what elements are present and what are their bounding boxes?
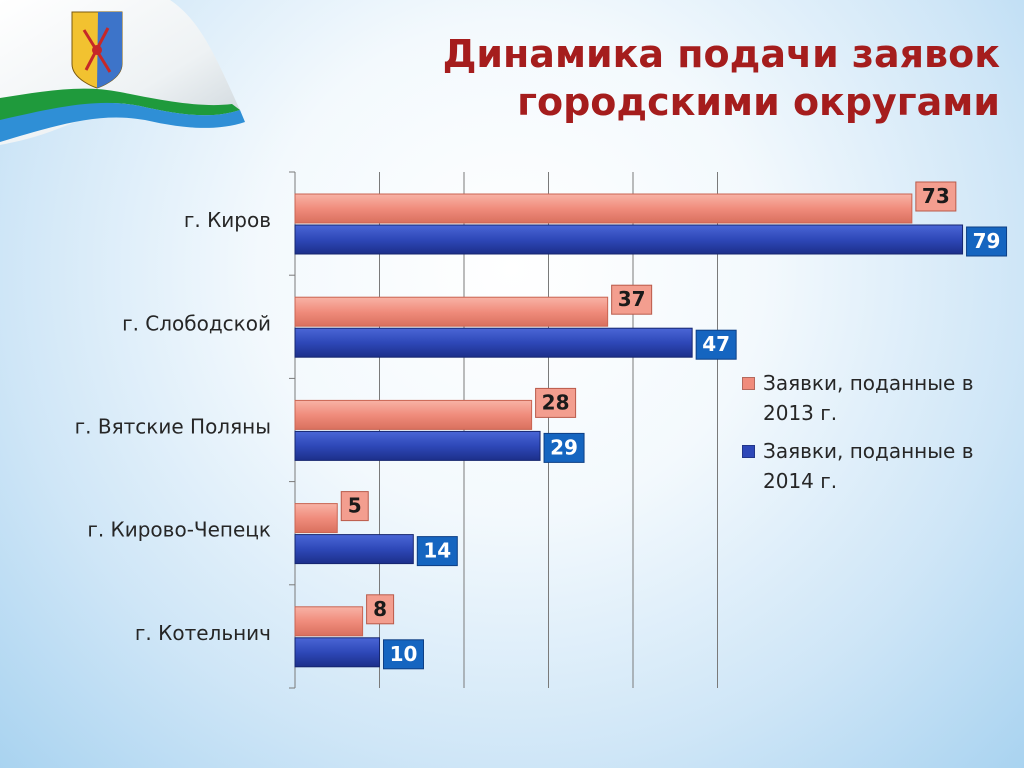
legend-label-2013: Заявки, поданные в 2013 г. (763, 371, 974, 425)
data-label-box-2014 (383, 639, 424, 670)
bar-2013 (294, 606, 364, 637)
data-label-box-2014 (416, 536, 458, 567)
data-label-box-2014 (695, 329, 737, 360)
data-label-box-2013 (915, 181, 957, 212)
data-label-2013: 37 (618, 287, 646, 311)
bar-2014 (294, 430, 541, 461)
data-label-box-2014 (966, 226, 1008, 257)
data-label-box-2013 (366, 594, 395, 625)
data-label-box-2013 (340, 491, 369, 522)
legend-swatch-2013 (742, 377, 755, 390)
data-label-2014: 29 (550, 435, 578, 459)
category-label: г. Киров (184, 208, 271, 232)
category-label: г. Кирово-Чепецк (87, 518, 271, 542)
category-label: г. Вятские Поляны (75, 415, 271, 439)
data-label-box-2014 (543, 432, 585, 463)
bar-2013 (294, 193, 913, 224)
data-label-2013: 8 (373, 597, 387, 621)
bar-2013 (294, 296, 609, 327)
legend-swatch-2014 (742, 445, 755, 458)
data-label-2013: 5 (348, 494, 362, 518)
bar-2014 (294, 327, 693, 358)
bar-2013 (294, 503, 338, 534)
data-label-2014: 14 (423, 539, 451, 563)
legend-item-2013: Заявки, поданные в 2013 г. (742, 368, 1012, 428)
legend-item-2014: Заявки, поданные в 2014 г. (742, 436, 1012, 496)
data-label-2013: 28 (542, 390, 570, 414)
bar-2014 (294, 534, 414, 565)
kirov-region-flag-icon (0, 0, 245, 145)
slide-title: Динамика подачи заявок городскими округа… (442, 32, 1000, 124)
data-label-box-2013 (611, 284, 653, 315)
category-label: г. Слободской (122, 311, 271, 335)
bar-2013 (294, 399, 533, 430)
category-label: г. Котельнич (135, 621, 271, 645)
legend-label-2014: Заявки, поданные в 2014 г. (763, 439, 974, 493)
data-label-2014: 47 (702, 332, 730, 356)
data-label-box-2013 (535, 387, 577, 418)
bar-2014 (294, 637, 380, 668)
bar-2014 (294, 224, 964, 255)
chart-legend: Заявки, поданные в 2013 г. Заявки, подан… (742, 368, 1012, 504)
data-label-2014: 79 (973, 229, 1001, 253)
data-label-2013: 73 (922, 184, 950, 208)
data-label-2014: 10 (390, 642, 418, 666)
